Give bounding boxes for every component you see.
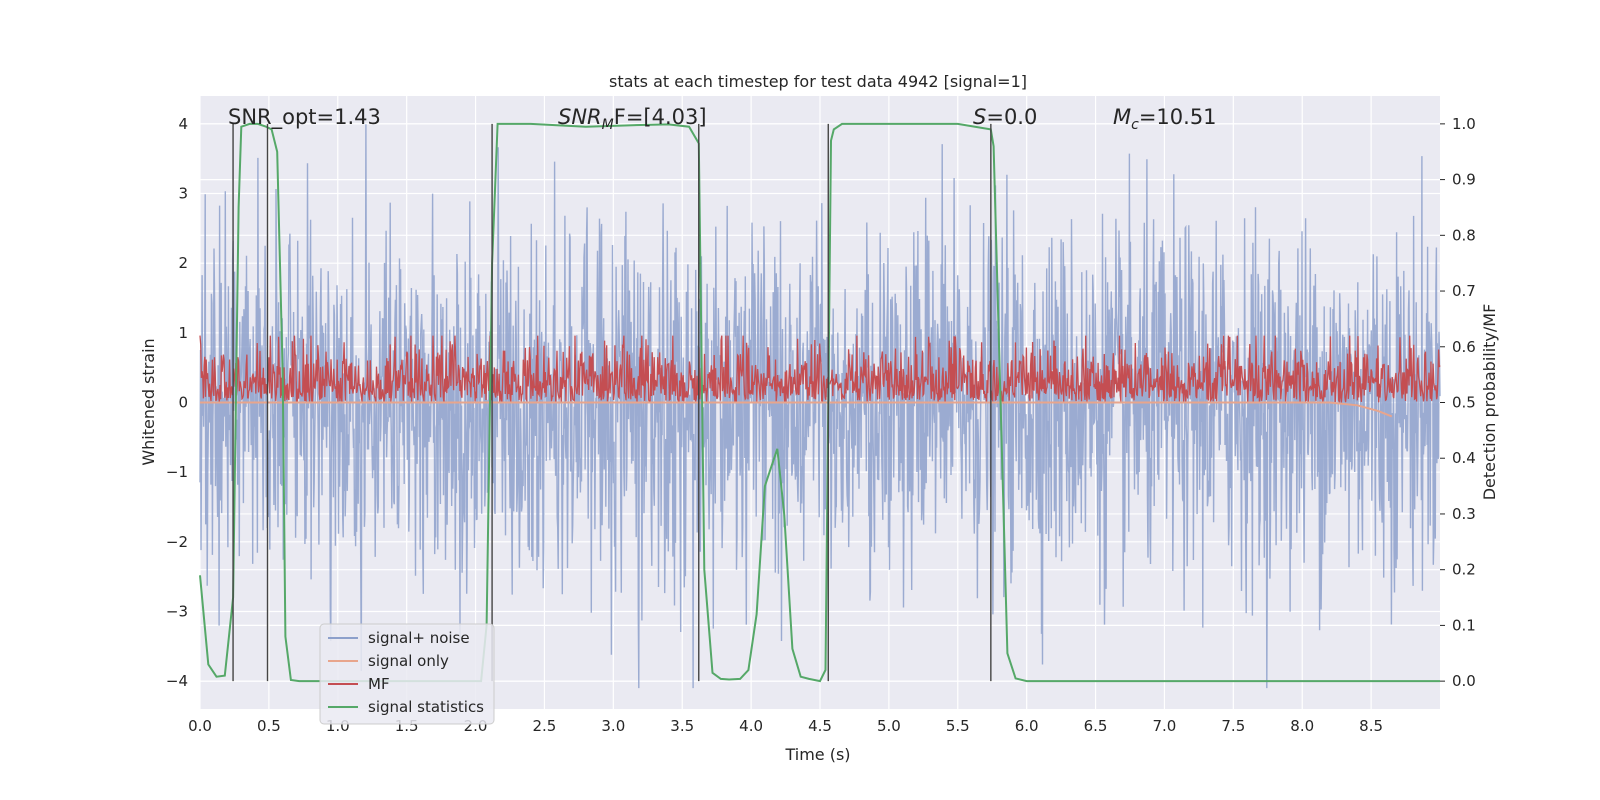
- legend-label-signal-noise: signal+ noise: [368, 629, 470, 647]
- y-tick-label-left: 1: [178, 324, 188, 342]
- x-tick-label: 5.0: [877, 717, 901, 735]
- y-tick-label-left: 2: [178, 254, 188, 272]
- y-tick-label-right: 0.0: [1452, 672, 1476, 690]
- y-axis-label-right: Detection probability/MF: [1480, 304, 1499, 501]
- series-signal-only: [200, 401, 1393, 418]
- x-tick-label: 4.0: [739, 717, 763, 735]
- y-tick-label-right: 1.0: [1452, 115, 1476, 133]
- annotation-mc-rest: =10.51: [1139, 105, 1217, 129]
- y-tick-label-right: 0.4: [1452, 449, 1476, 467]
- series-signal-noise: [199, 124, 1441, 689]
- x-tick-label: 7.0: [1153, 717, 1177, 735]
- chart-title: stats at each timestep for test data 494…: [609, 72, 1027, 91]
- x-tick-label: 3.5: [670, 717, 694, 735]
- x-tick-label: 3.0: [601, 717, 625, 735]
- tick-labels: 0.0 0.5 1.0 1.5 2.0 2.5 3.0 3.5 4.0 4.5 5.0 5.5 6.0 6…: [166, 115, 1476, 735]
- legend-label-signal-statistics: signal statistics: [368, 698, 484, 716]
- annotation-snr-mf-rest: F=[4.03]: [614, 105, 707, 129]
- annotation-s-main: S: [973, 105, 986, 129]
- x-tick-label: 6.5: [1084, 717, 1108, 735]
- y-tick-label-left: −2: [166, 533, 188, 551]
- y-tick-label-left: −1: [166, 463, 188, 481]
- annotation-snr-mf-sub: M: [602, 117, 614, 133]
- annotation-snr-opt: SNR_opt=1.43: [228, 105, 381, 130]
- annotation-snr-mf-main: SNR: [558, 105, 602, 129]
- series-mf: [199, 335, 1441, 405]
- x-tick-label: 8.0: [1290, 717, 1314, 735]
- annotation-mc-main: M: [1113, 105, 1131, 129]
- annotation-mc: Mc=10.51: [1113, 105, 1217, 133]
- y-tick-label-right: 0.3: [1452, 505, 1476, 523]
- y-tick-label-left: 0: [178, 394, 188, 412]
- y-tick-label-right: 0.1: [1452, 616, 1476, 634]
- y-tick-label-right: 0.2: [1452, 561, 1476, 579]
- y-tick-label-left: −3: [166, 602, 188, 620]
- y-tick-label-right: 0.9: [1452, 171, 1476, 189]
- x-tick-label: 8.5: [1359, 717, 1383, 735]
- annotation-s: S=0.0: [973, 105, 1037, 129]
- y-tick-label-right: 0.7: [1452, 282, 1476, 300]
- legend-label-mf: MF: [368, 675, 390, 693]
- x-tick-label: 5.5: [946, 717, 970, 735]
- x-tick-label: 0.5: [257, 717, 281, 735]
- x-tick-label: 0.0: [188, 717, 212, 735]
- y-tick-label-left: 3: [178, 185, 188, 203]
- annotation-snr-mf: SNRMF=[4.03]: [558, 105, 707, 133]
- vertical-markers: [232, 123, 992, 682]
- series-signal-statistics: [199, 122, 1440, 683]
- x-axis-label: Time (s): [784, 745, 850, 764]
- y-tick-label-right: 0.6: [1452, 338, 1476, 356]
- annotation-s-rest: =0.0: [986, 105, 1037, 129]
- y-tick-label-right: 0.5: [1452, 394, 1476, 412]
- legend: signal+ noise signal only MF signal stat…: [319, 623, 495, 725]
- y-tick-label-right: 0.8: [1452, 226, 1476, 244]
- y-tick-label-left: −4: [166, 672, 188, 690]
- x-tick-label: 2.5: [533, 717, 557, 735]
- legend-label-signal-only: signal only: [368, 652, 449, 670]
- x-tick-label: 4.5: [808, 717, 832, 735]
- y-axis-label-left: Whitened strain: [139, 338, 158, 465]
- legend-box: [319, 623, 495, 725]
- y-tick-label-left: 4: [178, 115, 188, 133]
- x-tick-label: 7.5: [1221, 717, 1245, 735]
- x-tick-label: 6.0: [1015, 717, 1039, 735]
- series-layer: [199, 122, 1441, 689]
- annotation-mc-sub: c: [1131, 117, 1139, 133]
